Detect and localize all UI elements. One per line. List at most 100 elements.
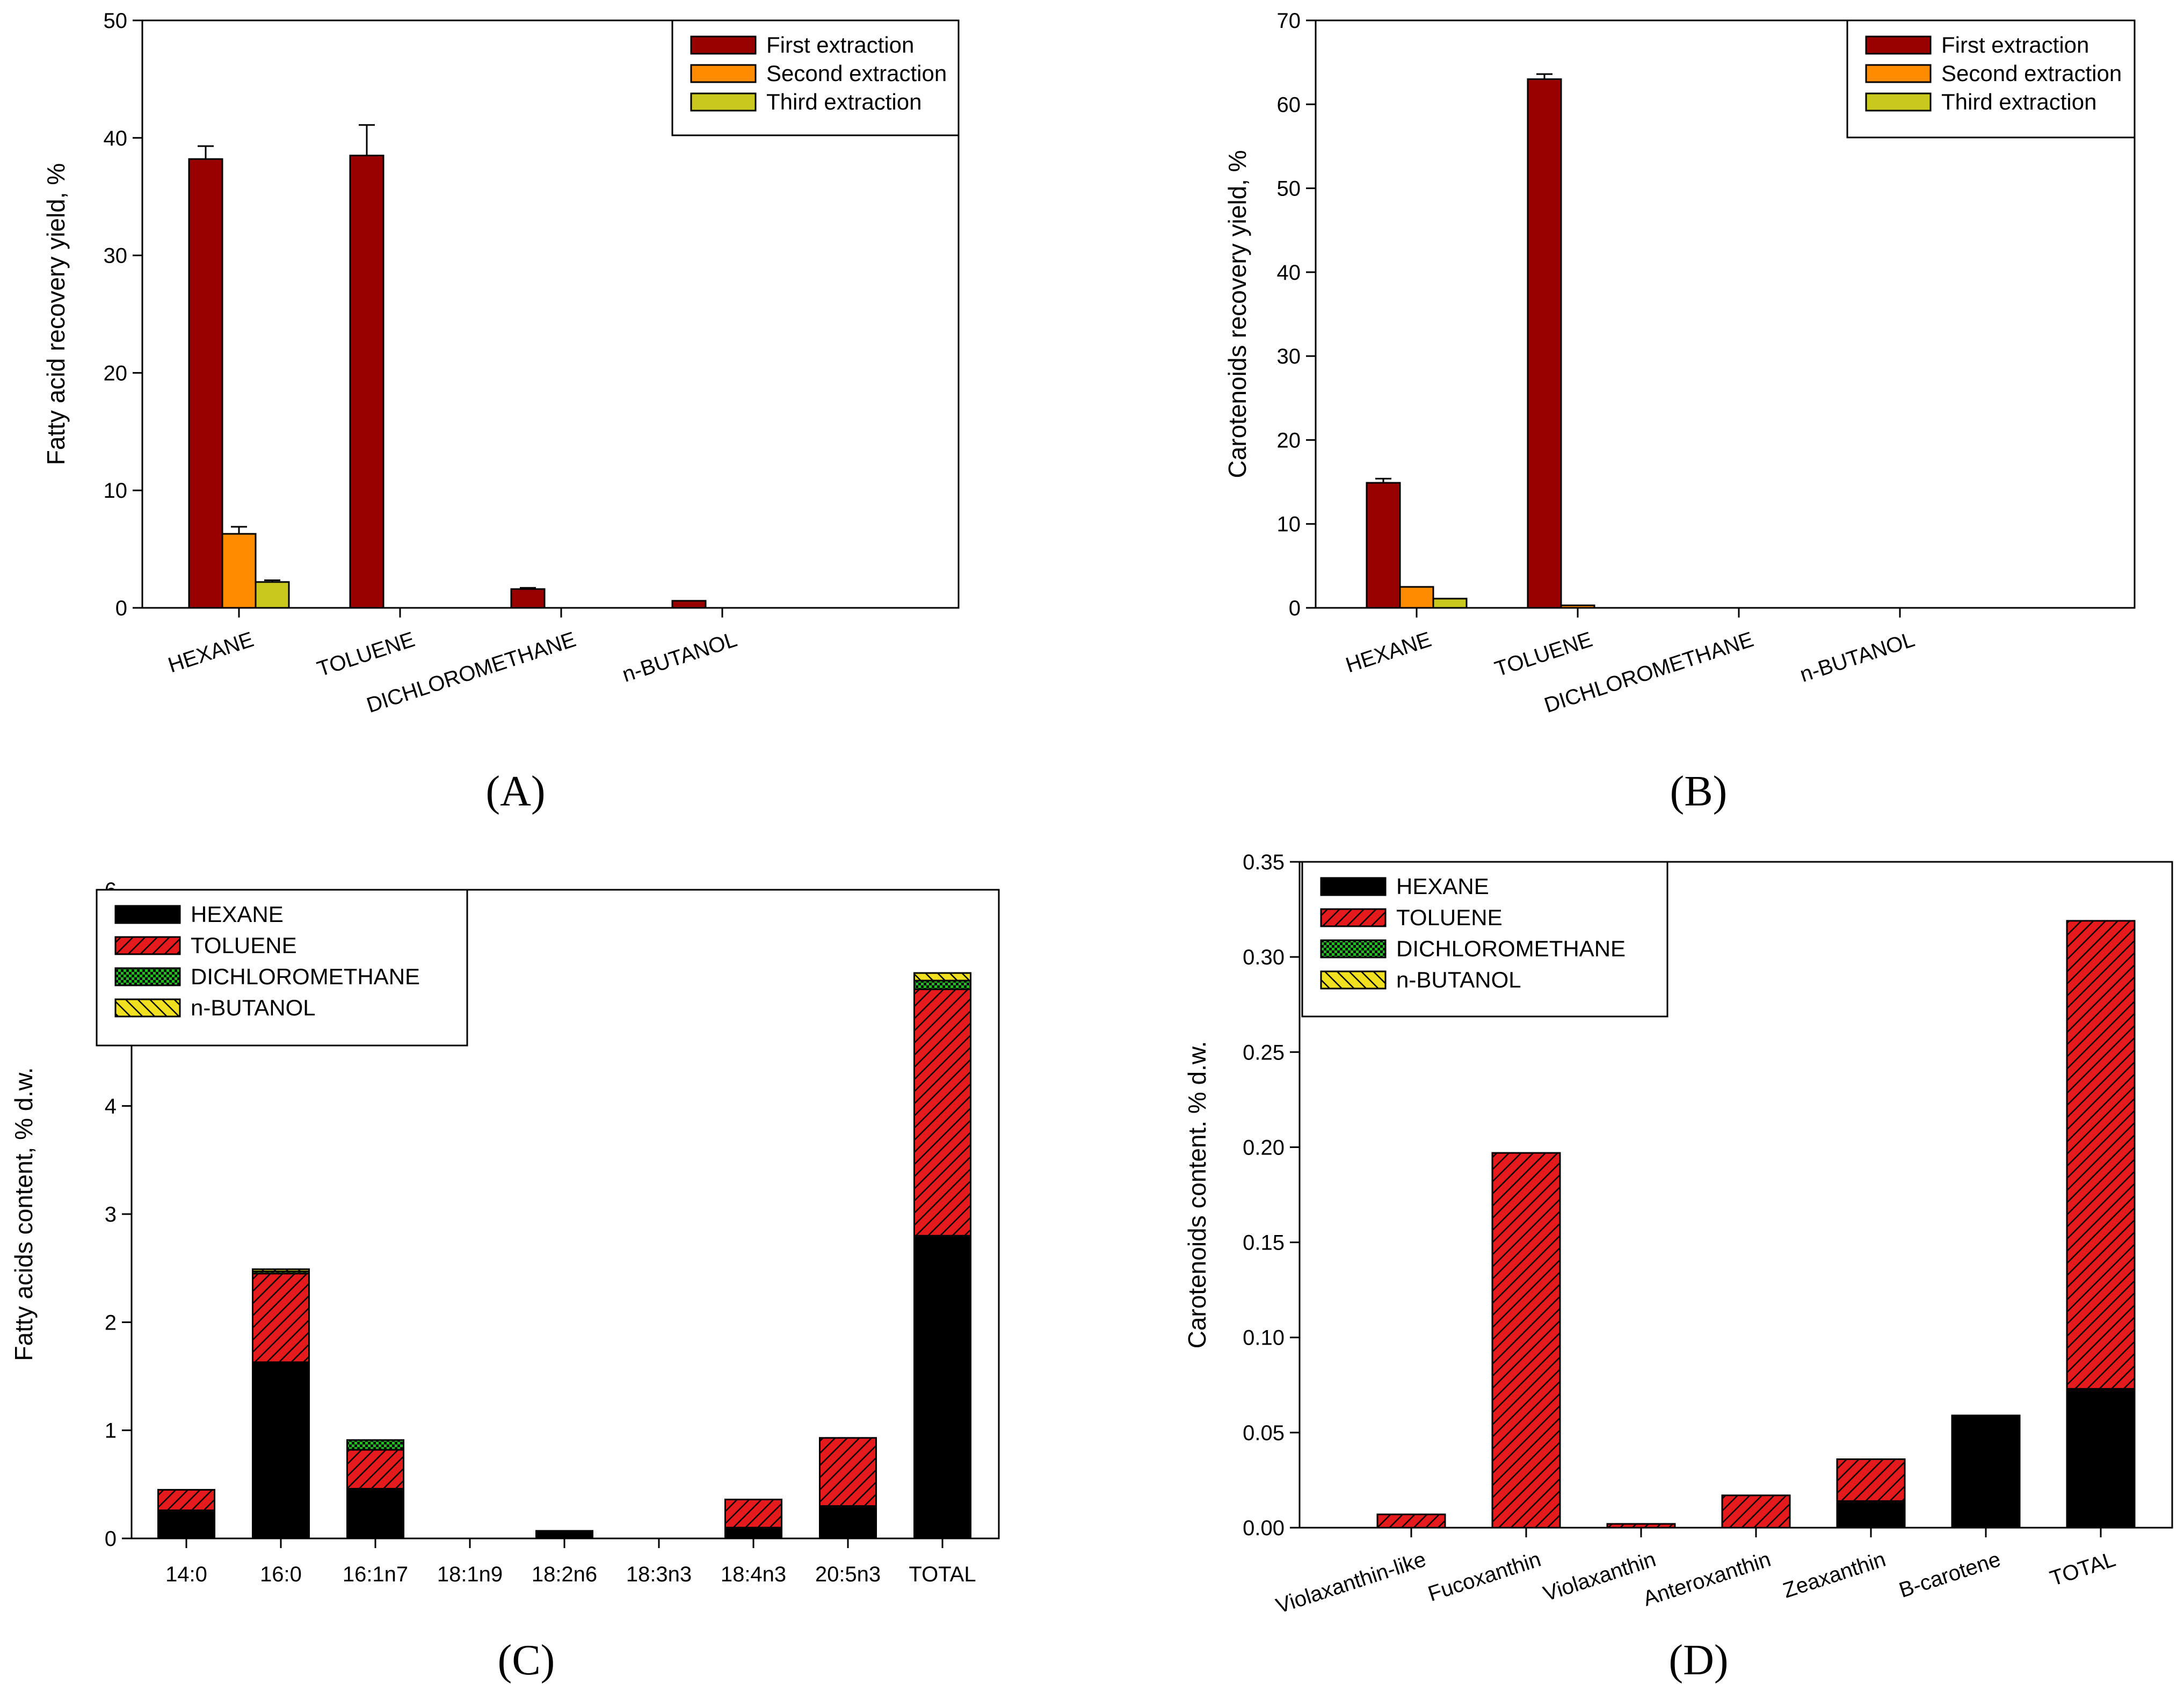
y-tick-label: 4 (105, 1095, 117, 1119)
y-tick-label: 20 (1277, 429, 1301, 452)
y-tick-label: 50 (1277, 177, 1301, 201)
y-tick-label: 50 (104, 9, 128, 33)
y-tick-label: 10 (104, 479, 128, 503)
legend-swatch-first-extraction (1865, 35, 1932, 55)
legend-swatch-toluene (114, 936, 181, 955)
x-tick-label-total: TOTAL (2047, 1548, 2118, 1591)
y-tick-label: 10 (1277, 513, 1301, 536)
chart-panel-c: 0123456Fatty acids content, % d.w.14:016… (10, 878, 1000, 1586)
bar-dichloromethane-16-1n7 (346, 1439, 404, 1451)
y-axis-label: Carotenoids content. % d.w. (1183, 1041, 1211, 1349)
y-tick-label: 30 (104, 244, 128, 268)
legend-swatch-hexane (1320, 877, 1387, 896)
y-tick-label: 0 (115, 597, 127, 620)
bar-toluene-14-0 (157, 1488, 215, 1512)
bar-first-extraction-dichloromethane (510, 588, 546, 609)
y-axis-label: Carotenoids recovery yield, % (1223, 150, 1251, 478)
bar-second-extraction-hexane (221, 533, 257, 609)
bar-first-extraction-hexane (1366, 482, 1401, 609)
x-tick-label-fucoxanthin: Fucoxanthin (1425, 1548, 1544, 1606)
y-tick-label: 60 (1277, 93, 1301, 117)
legend-swatch-toluene (1320, 908, 1387, 927)
legend-label-second-extraction: Second extraction (1941, 61, 2122, 86)
y-tick-label: 0.15 (1243, 1231, 1285, 1255)
y-tick-label: 0.30 (1243, 946, 1285, 969)
x-tick-label-toluene: TOLUENE (1492, 628, 1595, 681)
legend-swatch-second-extraction (1865, 64, 1932, 83)
legend-label-hexane: HEXANE (191, 902, 284, 927)
chart-panel-d: 0.00 0.05 0.10 0.15 0.20 0.25 0.30 0.35 Caroteno… (1183, 851, 2173, 1618)
bar-hexane-total (913, 1234, 971, 1539)
legend-swatch-n-butanol (1320, 970, 1387, 990)
y-tick-label: 0.10 (1243, 1326, 1285, 1350)
bar-toluene-fucoxanthin (1491, 1152, 1561, 1529)
bar-n-butanol-total (913, 972, 971, 982)
bar-toluene-total (913, 988, 971, 1237)
legend-swatch-first-extraction (690, 35, 757, 55)
bar-first-extraction-hexane (188, 158, 223, 609)
y-tick-label: 0.35 (1243, 851, 1285, 874)
legend-label-n-butanol: n-BUTANOL (1396, 967, 1521, 992)
bar-toluene-anteroxanthin (1721, 1494, 1791, 1529)
x-tick-label-b-carotene: B-carotene (1896, 1548, 2004, 1602)
bar-hexane-18-4n3 (724, 1527, 782, 1539)
bar-n-butanol-16-0 (252, 1268, 310, 1273)
chart-panel-a: 0 10 20 30 40 50 Fatty acid recovery yield, % H… (42, 9, 960, 717)
bar-toluene-violaxanthin-like (1376, 1513, 1446, 1529)
legend-swatch-dichloromethane (1320, 939, 1387, 958)
bar-hexane-total (2066, 1388, 2136, 1529)
panel-caption-b: (B) (1670, 768, 1728, 815)
panel-caption-c: (C) (498, 1637, 555, 1684)
y-tick-label: 30 (1277, 345, 1301, 368)
bar-hexane-18-2n6 (535, 1530, 593, 1539)
y-tick-label: 0.20 (1243, 1136, 1285, 1159)
bar-hexane-14-0 (157, 1509, 215, 1539)
bar-toluene-16-0 (252, 1273, 310, 1363)
x-tick-label-18-2n6: 18:2n6 (532, 1563, 597, 1586)
x-tick-label-zeaxanthin: Zeaxanthin (1780, 1548, 1889, 1603)
x-tick-label-violaxanthin: Violaxanthin (1541, 1548, 1659, 1606)
legend-swatch-third-extraction (690, 92, 757, 112)
y-tick-label: 3 (105, 1203, 117, 1226)
plot-frame (1315, 19, 2136, 609)
y-tick-label: 20 (104, 361, 128, 385)
legend-swatch-third-extraction (1865, 92, 1932, 112)
legend-label-third-extraction: Third extraction (766, 89, 922, 114)
bar-second-extraction-hexane (1399, 586, 1434, 609)
y-axis-label: Fatty acid recovery yield, % (42, 163, 70, 465)
bar-toluene-18-4n3 (724, 1499, 782, 1529)
bar-third-extraction-hexane (1432, 598, 1468, 609)
bar-hexane-20-5n3 (819, 1505, 877, 1539)
bar-toluene-16-1n7 (346, 1449, 404, 1490)
y-tick-label: 2 (105, 1311, 117, 1334)
legend-label-first-extraction: First extraction (766, 32, 914, 57)
plot-frame (141, 19, 960, 609)
legend-label-second-extraction: Second extraction (766, 61, 947, 86)
bar-first-extraction-n-butanol (671, 600, 707, 609)
x-tick-label-violaxanthin-like: Violaxanthin-like (1273, 1548, 1429, 1618)
legend-label-dichloromethane: DICHLOROMETHANE (1396, 936, 1626, 961)
x-tick-label-n-butanol: n-BUTANOL (619, 628, 739, 687)
x-tick-label-14-0: 14:0 (165, 1563, 207, 1586)
bar-toluene-20-5n3 (819, 1437, 877, 1507)
bar-hexane-b-carotene (1951, 1414, 2021, 1529)
y-tick-label: 70 (1277, 9, 1301, 33)
bar-second-extraction-toluene (1560, 604, 1595, 609)
bar-toluene-violaxanthin (1606, 1523, 1676, 1529)
legend-swatch-hexane (114, 905, 181, 924)
bar-hexane-16-1n7 (346, 1487, 404, 1539)
legend-label-hexane: HEXANE (1396, 874, 1489, 899)
legend-label-third-extraction: Third extraction (1941, 89, 2096, 114)
chart-panel-b: 0 10 20 30 40 50 60 70 Carotenoids recovery yiel… (1223, 9, 2136, 717)
bar-dichloromethane-total (913, 979, 971, 990)
y-tick-label: 40 (104, 127, 128, 150)
x-tick-label-anteroxanthin: Anteroxanthin (1640, 1548, 1773, 1611)
legend-swatch-dichloromethane (114, 967, 181, 986)
legend-label-first-extraction: First extraction (1941, 32, 2089, 57)
y-tick-label: 0.00 (1243, 1516, 1285, 1540)
x-tick-label-16-0: 16:0 (260, 1563, 302, 1586)
legend-swatch-second-extraction (690, 64, 757, 83)
x-tick-label-hexane: HEXANE (1343, 628, 1434, 678)
bar-first-extraction-toluene (1527, 78, 1562, 609)
